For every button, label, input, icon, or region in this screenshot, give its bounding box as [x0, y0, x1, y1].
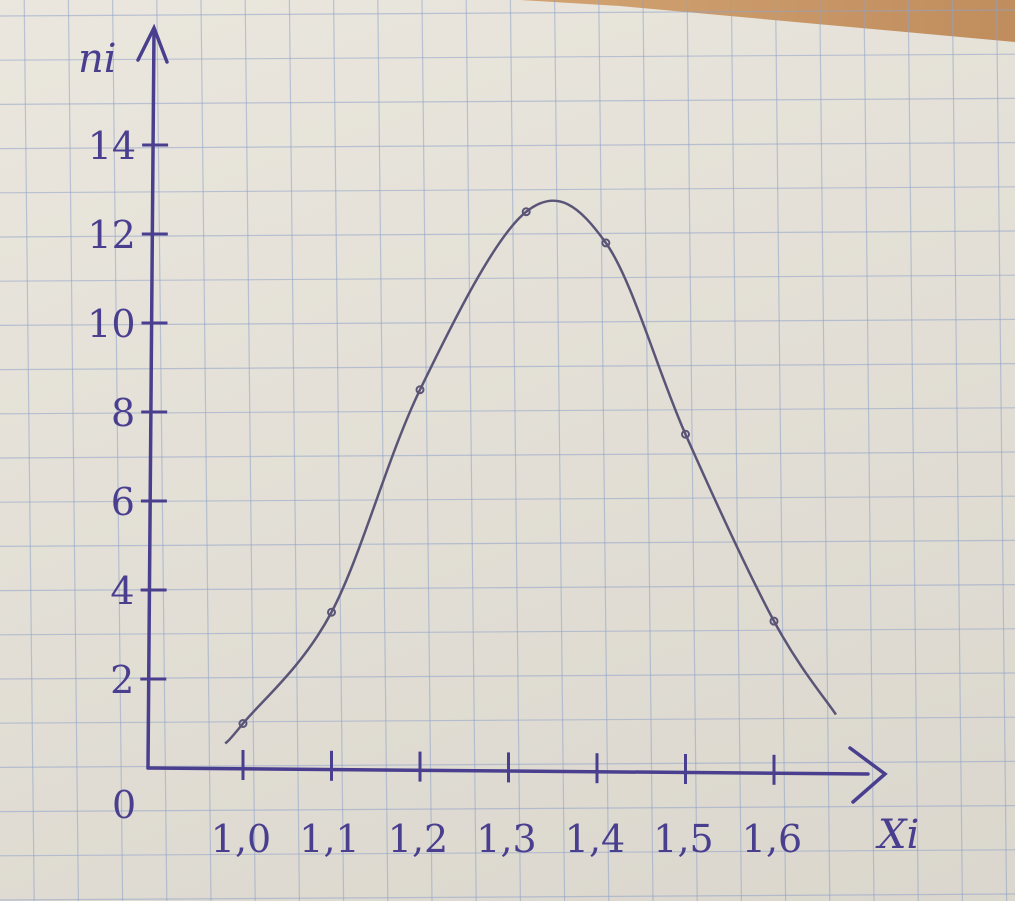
x-axis-arrow: [848, 746, 888, 804]
x-tick-label: 1,1: [299, 817, 359, 861]
grid-line-v: [951, 0, 963, 901]
x-tick-label: 1,6: [742, 817, 802, 861]
grid-line-v: [200, 0, 212, 901]
data-point: [238, 719, 248, 728]
grid-line-v: [244, 0, 256, 901]
grid-line-v: [554, 0, 566, 901]
data-points: [238, 207, 779, 728]
x-tick-label: 1,0: [211, 817, 271, 861]
data-point: [601, 238, 611, 248]
grid-line-v: [863, 0, 875, 901]
grid-line-v: [819, 0, 831, 901]
grid-line-h: [0, 849, 1015, 857]
grid-line-v: [156, 0, 168, 901]
grid-line-v: [421, 0, 433, 901]
grid-line-h: [0, 186, 1015, 194]
grid-line-h: [0, 97, 1015, 105]
grid-line-h: [0, 628, 1015, 636]
grid-line-v: [377, 0, 389, 901]
grid-line-h: [0, 716, 1015, 724]
grid-line-v: [775, 0, 787, 901]
grid-line-v: [598, 0, 610, 901]
grid-line-v: [67, 0, 79, 901]
x-tick-label: 1,4: [565, 817, 625, 861]
y-axis-arrow: [136, 23, 169, 64]
grid-line-h: [0, 407, 1015, 415]
y-tick-label: 10: [87, 302, 135, 346]
grid-line-v: [465, 0, 477, 901]
y-tick-label: 12: [87, 213, 135, 257]
x-axis-label: Xi: [875, 812, 919, 858]
grid-line-v: [509, 0, 521, 901]
grid-line-h: [0, 893, 1015, 901]
grid-line-h: [0, 318, 1015, 326]
grid-line-h: [0, 451, 1015, 459]
grid-line-h: [0, 804, 1015, 813]
grid-line-v: [907, 0, 919, 901]
data-point: [327, 607, 336, 617]
x-tick-label: 1,3: [476, 817, 536, 861]
data-curve: [224, 199, 837, 745]
y-tick-label: 14: [88, 124, 136, 168]
data-point: [681, 429, 690, 439]
data-point: [521, 207, 531, 217]
grid-line-v: [996, 0, 1008, 901]
x-tick-label: 1,5: [653, 817, 713, 861]
y-axis-label: ni: [78, 36, 117, 82]
data-point: [415, 385, 425, 395]
grid-line-v: [112, 0, 124, 901]
x-tick-label: 1,2: [388, 817, 448, 861]
grid-line-v: [642, 0, 654, 901]
y-tick-label: 4: [110, 569, 134, 613]
data-point: [769, 616, 779, 626]
grid-line-h: [0, 539, 1015, 548]
grid-line-h: [0, 230, 1015, 238]
grid-line-v: [23, 0, 35, 901]
grid-line-h: [0, 274, 1015, 282]
origin-label: 0: [112, 783, 136, 827]
y-tick-label: 8: [111, 391, 135, 435]
grid-line-h: [0, 495, 1015, 503]
grid-line-h: [0, 53, 1015, 61]
y-axis: [146, 28, 156, 770]
grid-line-h: [0, 583, 1015, 592]
grid-line-v: [730, 0, 742, 901]
grid-line-h: [0, 672, 1015, 680]
grid-line-h: [0, 142, 1015, 150]
tick-labels: 1,0 1,1 1,2 1,3 1,4 1,5 1,6 2 4 6 8 10 12 14 0 Xi ni: [78, 36, 919, 861]
ticks: [140, 143, 776, 785]
y-tick-label: 2: [110, 658, 134, 702]
grid-line-v: [288, 0, 300, 901]
grid-line-h: [0, 363, 1015, 371]
grid-line-h: [0, 9, 1015, 17]
grid-line-v: [333, 0, 345, 901]
y-tick-label: 6: [111, 480, 135, 524]
